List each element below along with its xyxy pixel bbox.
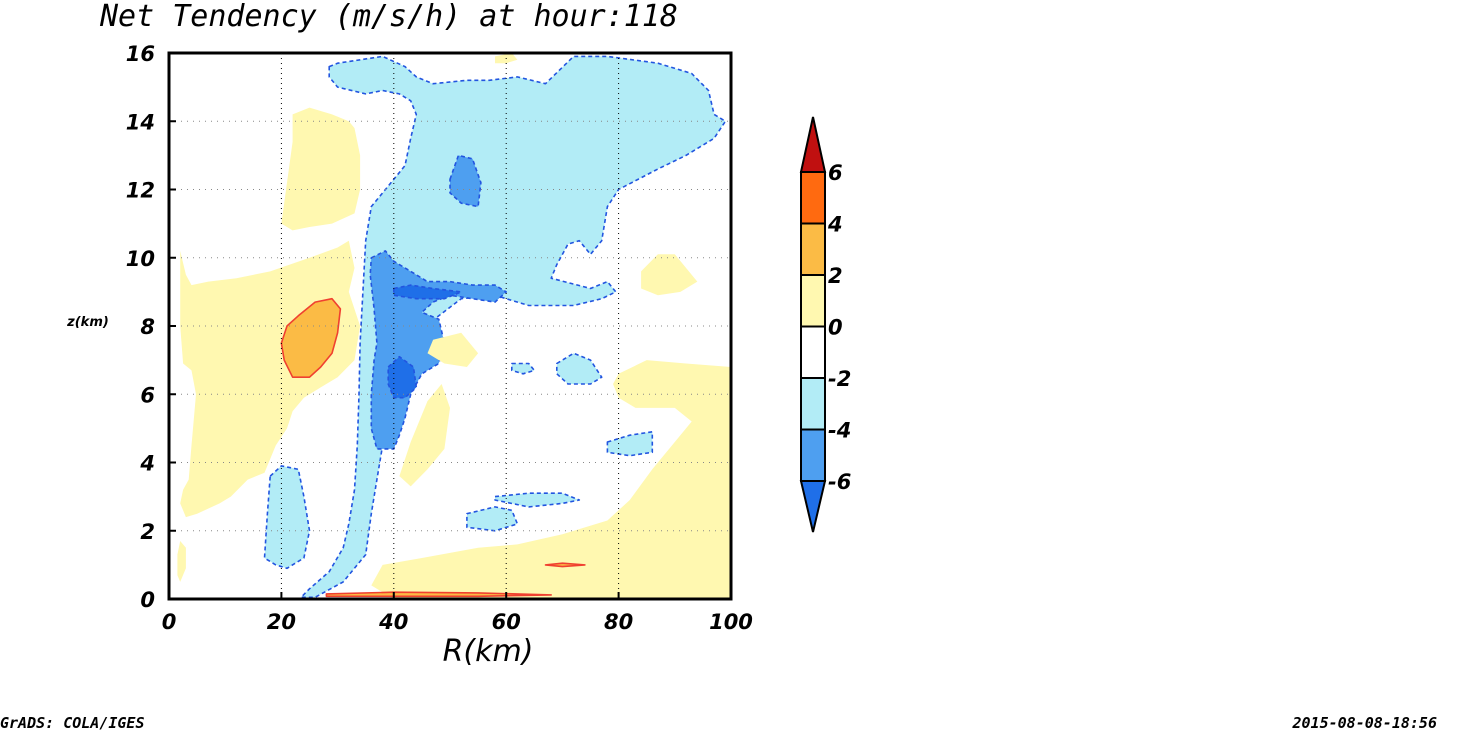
x-axis-label: R(km) [443,634,534,669]
y-tick-label-3: 6 [140,383,155,407]
colorbar-label-4: 2 [828,264,843,288]
y-tick-label-5: 10 [126,247,155,271]
colorbar-label-3: 0 [828,316,843,340]
colorbar-label-2: -2 [828,367,851,391]
x-tick-label-3: 60 [492,610,521,634]
contour-region-2 [555,352,603,385]
y-tick-label-6: 12 [126,179,155,203]
contour-region-21 [325,591,553,598]
contour-region-16 [427,332,479,367]
x-tick-label-2: 40 [378,610,408,634]
contour-region-6 [466,506,519,532]
contour-region-20 [544,562,586,568]
contour-region-17 [399,384,450,487]
colorbar-label-1: -4 [828,419,851,443]
colorbar-label-0: -6 [828,470,851,494]
y-axis-ticks: 0 2 4 6 8 10 12 14 16 [126,42,176,612]
contour-region-11 [281,107,361,231]
contour-region-5 [494,492,581,508]
footer-left-credit: GrADS: COLA/IGES [0,714,145,732]
colorbar-label-5: 4 [827,213,843,237]
colorbar: -6 -4 -2 0 2 4 6 [799,116,851,533]
colorbar-box-3 [800,325,826,379]
y-tick-label-0: 0 [140,588,155,612]
contour-region-3 [510,362,536,375]
colorbar-box-4 [800,377,826,431]
contour-region-19 [280,297,342,379]
y-tick-label-4: 8 [140,315,155,339]
contour-region-4 [606,430,654,457]
contour-region-1 [263,465,311,570]
contour-region-8 [449,154,482,208]
colorbar-label-6: 6 [828,161,843,185]
x-tick-label-1: 20 [267,610,296,634]
contour-region-9 [392,284,463,300]
contour-region-13 [177,541,186,582]
y-axis-label: z(km) [66,315,109,330]
contour-region-10 [387,355,418,399]
colorbar-top-arrow [799,116,827,173]
colorbar-box-2 [800,274,826,328]
y-tick-label-8: 16 [126,42,155,66]
y-tick-label-2: 4 [139,452,155,476]
colorbar-box-1 [800,222,826,276]
colorbar-box-0 [800,171,826,225]
grid-lines [169,53,731,599]
x-tick-label-5: 100 [709,610,753,634]
colorbar-box-5 [800,428,826,482]
footer-right-timestamp: 2015-08-08-18:56 [1292,714,1438,732]
x-tick-label-4: 80 [604,610,633,634]
x-axis-ticks: 0 20 40 60 80 100 [162,592,753,634]
x-tick-label-0: 0 [162,610,177,634]
y-tick-label-7: 14 [126,110,155,134]
colorbar-bottom-arrow [799,480,827,533]
contour-region-0 [300,55,727,599]
chart-title: Net Tendency (m/s/h) at hour:118 [99,0,678,34]
contour-region-18 [371,360,731,599]
y-tick-label-1: 2 [140,520,155,544]
contour-region-15 [641,254,698,296]
contour-fill-layer [177,53,731,599]
